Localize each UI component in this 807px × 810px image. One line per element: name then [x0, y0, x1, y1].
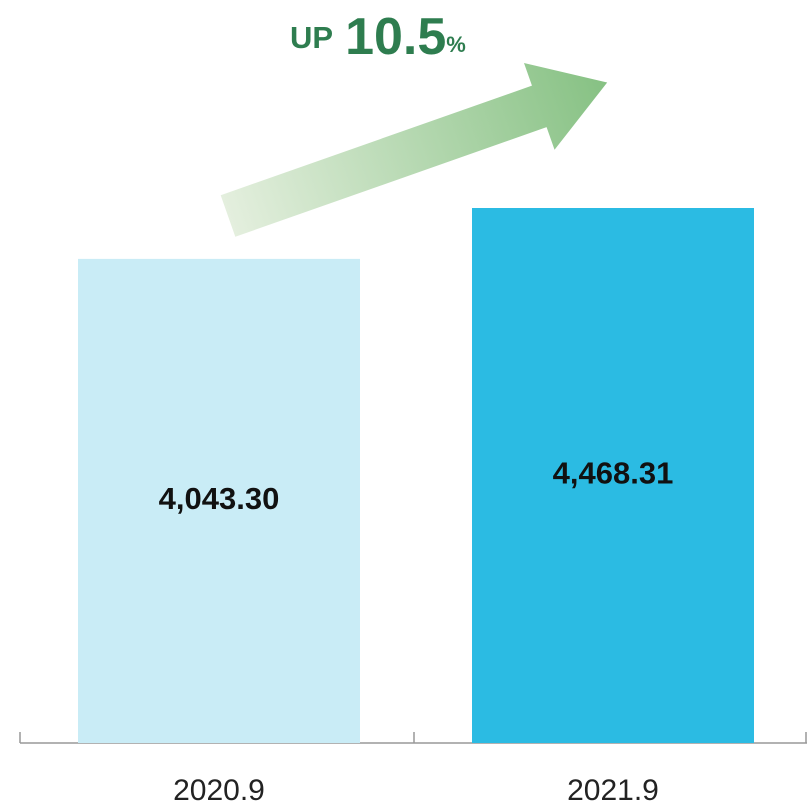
value-label: 4,043.30	[159, 481, 280, 516]
annotation-prefix: UP	[290, 20, 333, 55]
annotation-number: 10.5	[345, 8, 446, 66]
growth-arrow	[220, 62, 608, 237]
value-label: 4,468.31	[553, 456, 674, 491]
x-tick-label: 2021.9	[567, 774, 659, 807]
bar	[78, 258, 360, 743]
growth-annotation: UP 10.5%	[290, 8, 466, 66]
x-tick-label: 2020.9	[173, 774, 265, 807]
bar	[472, 208, 754, 743]
annotation-unit: %	[446, 32, 466, 57]
